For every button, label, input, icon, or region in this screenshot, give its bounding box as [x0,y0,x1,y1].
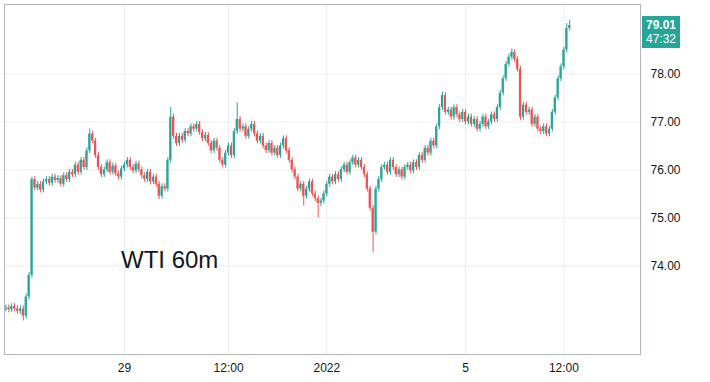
svg-text:77.00: 77.00 [651,115,681,129]
svg-text:29: 29 [118,361,132,375]
svg-text:12:00: 12:00 [214,361,244,375]
html-text:WTI 60m: WTI 60m [121,246,219,273]
svg-text:12:00: 12:00 [549,361,579,375]
svg-text:78.00: 78.00 [651,67,681,81]
svg-text:76.00: 76.00 [651,163,681,177]
svg-text:5: 5 [462,361,469,375]
svg-text:74.00: 74.00 [651,259,681,273]
html-text:79.01: 79.01 [646,18,676,33]
html-text:47:32: 47:32 [646,32,676,47]
svg-text:75.00: 75.00 [651,211,681,225]
svg-text:2022: 2022 [313,361,340,375]
